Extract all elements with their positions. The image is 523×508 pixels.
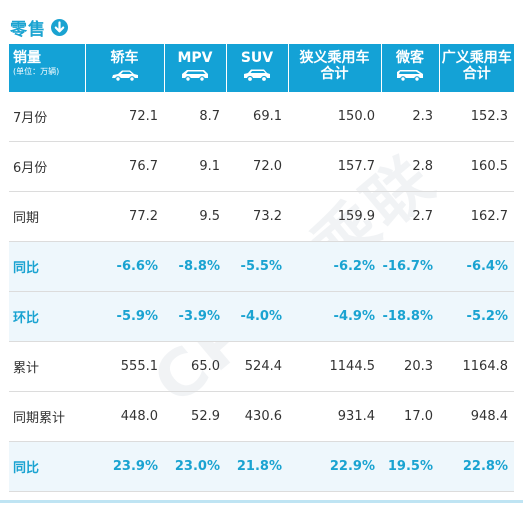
- table-cell: 22.8%: [439, 441, 514, 492]
- header-suv-label: SUV: [240, 50, 274, 66]
- page-title: 零售: [10, 19, 46, 40]
- table-cell: 17.0: [381, 391, 439, 442]
- table-cell: -5.5%: [226, 241, 288, 292]
- table-header-row: 销量 (单位：万辆) 轿车 MPV: [9, 44, 514, 92]
- table-cell: -4.0%: [226, 291, 288, 342]
- header-narrow-total: 狭义乘用车 合计: [288, 44, 382, 92]
- sedan-icon: [111, 70, 138, 82]
- header-suv: SUV: [226, 44, 289, 92]
- table-cell: 19.5%: [381, 441, 439, 492]
- bottom-divider: [0, 500, 523, 503]
- table-cell: 52.9: [164, 391, 226, 442]
- header-broad-total-line1: 广义乘用车: [441, 50, 512, 66]
- table-body: 7月份 72.1 8.7 69.1 150.0 2.3 152.3 6月份 76.7 9.1 72.…: [9, 92, 514, 492]
- table-row: 同期 77.2 9.5 73.2 159.9 2.7 162.7: [9, 191, 514, 242]
- row-label: 同比: [9, 441, 85, 492]
- table-cell: 430.6: [226, 391, 288, 442]
- table-cell: 23.0%: [164, 441, 226, 492]
- table-cell: -6.4%: [439, 241, 514, 292]
- table-cell: 524.4: [226, 341, 288, 392]
- header-broad-total: 广义乘用车 合计: [439, 44, 514, 92]
- header-mpv-label: MPV: [177, 50, 213, 66]
- header-microbus: 微客: [381, 44, 440, 92]
- table-cell: 23.9%: [85, 441, 164, 492]
- table-cell: -16.7%: [381, 241, 439, 292]
- row-label: 同期: [9, 191, 85, 242]
- table-cell: -4.9%: [288, 291, 381, 342]
- row-label: 环比: [9, 291, 85, 342]
- minivan-icon: [397, 70, 423, 82]
- table-cell: 69.1: [226, 92, 288, 142]
- table-cell: 76.7: [85, 141, 164, 192]
- table-cell: 555.1: [85, 341, 164, 392]
- table-cell: 2.3: [381, 92, 439, 142]
- mpv-icon: [182, 70, 208, 82]
- table-cell: -5.2%: [439, 291, 514, 342]
- table-cell: 150.0: [288, 92, 381, 142]
- sales-table: 销量 (单位：万辆) 轿车 MPV: [9, 44, 514, 492]
- table-cell: 448.0: [85, 391, 164, 442]
- table-cell: 8.7: [164, 92, 226, 142]
- row-label: 6月份: [9, 141, 85, 192]
- table-cell: 9.5: [164, 191, 226, 242]
- table-row: 累计 555.1 65.0 524.4 1144.5 20.3 1164.8: [9, 341, 514, 392]
- table-cell: 152.3: [439, 92, 514, 142]
- table-cell: -8.8%: [164, 241, 226, 292]
- header-sales: 销量 (单位：万辆): [9, 44, 86, 92]
- table-cell: 948.4: [439, 391, 514, 442]
- table-cell: 72.1: [85, 92, 164, 142]
- header-sedan: 轿车: [85, 44, 165, 92]
- page-title-bar: 零售: [10, 12, 68, 42]
- table-cell: 159.9: [288, 191, 381, 242]
- table-cell: 157.7: [288, 141, 381, 192]
- table-cell: 72.0: [226, 141, 288, 192]
- header-sales-label: 销量: [13, 50, 41, 66]
- arrow-down-circle-icon[interactable]: [51, 18, 68, 36]
- header-narrow-total-label: 狭义乘用车 合计: [289, 44, 381, 82]
- header-narrow-total-line2: 合计: [320, 66, 349, 82]
- header-narrow-total-line1: 狭义乘用车: [299, 50, 370, 66]
- suv-icon: [244, 69, 270, 82]
- header-unit-label: (单位：万辆): [13, 67, 60, 76]
- table-cell: 1144.5: [288, 341, 381, 392]
- table-cell: 9.1: [164, 141, 226, 192]
- table-cell: 21.8%: [226, 441, 288, 492]
- table-row: 同比 23.9% 23.0% 21.8% 22.9% 19.5% 22.8%: [9, 441, 514, 492]
- table-cell: 65.0: [164, 341, 226, 392]
- table-row: 7月份 72.1 8.7 69.1 150.0 2.3 152.3: [9, 92, 514, 142]
- header-broad-total-label: 广义乘用车 合计: [440, 44, 515, 82]
- table-cell: 160.5: [439, 141, 514, 192]
- table-cell: -18.8%: [381, 291, 439, 342]
- table-cell: -6.6%: [85, 241, 164, 292]
- header-mpv: MPV: [164, 44, 227, 92]
- table-cell: 162.7: [439, 191, 514, 242]
- table-cell: -5.9%: [85, 291, 164, 342]
- table-cell: 2.7: [381, 191, 439, 242]
- table-cell: 931.4: [288, 391, 381, 442]
- table-cell: 22.9%: [288, 441, 381, 492]
- row-label: 累计: [9, 341, 85, 392]
- header-sedan-label: 轿车: [110, 50, 139, 66]
- table-cell: -3.9%: [164, 291, 226, 342]
- table-row: 同期累计 448.0 52.9 430.6 931.4 17.0 948.4: [9, 391, 514, 442]
- table-cell: 77.2: [85, 191, 164, 242]
- header-microbus-label: 微客: [396, 50, 424, 66]
- table-cell: 73.2: [226, 191, 288, 242]
- row-label: 同比: [9, 241, 85, 292]
- row-label: 同期累计: [9, 391, 85, 442]
- table-cell: -6.2%: [288, 241, 381, 292]
- table-cell: 1164.8: [439, 341, 514, 392]
- table-row: 6月份 76.7 9.1 72.0 157.7 2.8 160.5: [9, 141, 514, 192]
- table-cell: 2.8: [381, 141, 439, 192]
- row-label: 7月份: [9, 92, 85, 142]
- table-cell: 20.3: [381, 341, 439, 392]
- table-row: 同比 -6.6% -8.8% -5.5% -6.2% -16.7% -6.4%: [9, 241, 514, 292]
- table-row: 环比 -5.9% -3.9% -4.0% -4.9% -18.8% -5.2%: [9, 291, 514, 342]
- header-broad-total-line2: 合计: [462, 66, 491, 82]
